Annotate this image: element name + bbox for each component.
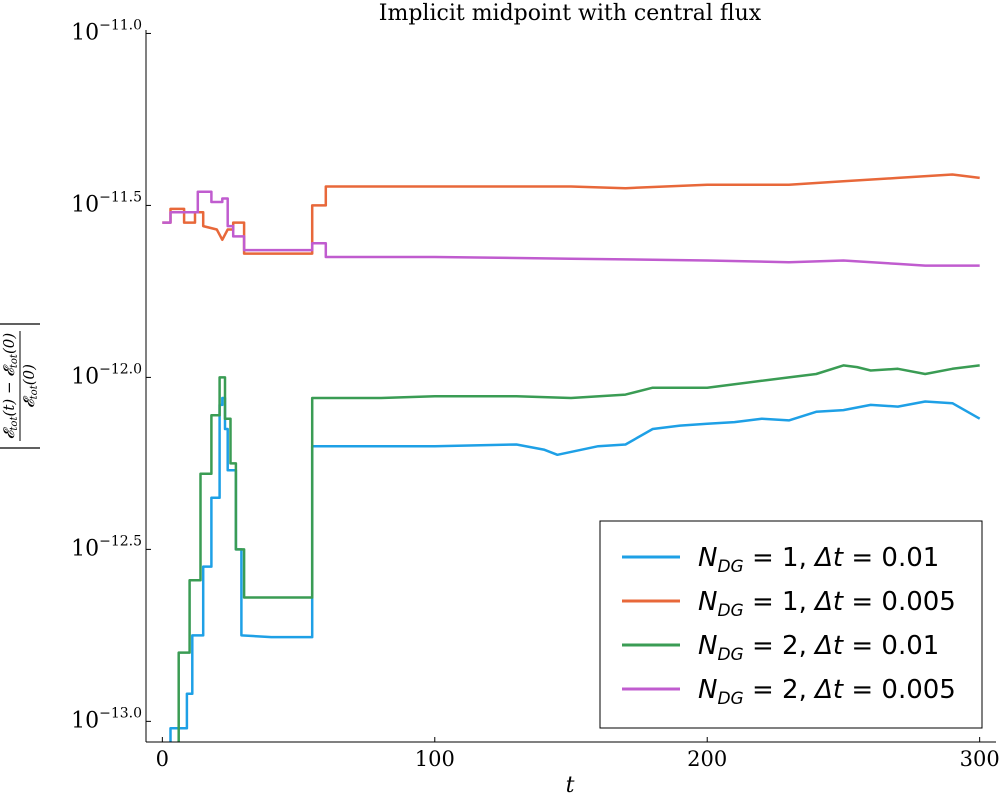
series-line-4 — [162, 190, 980, 267]
legend-label-3: NDG = 2, Δt = 0.01 — [698, 631, 939, 665]
legend-label-2: NDG = 1, Δt = 0.005 — [698, 587, 956, 621]
series-line-3 — [177, 364, 980, 742]
chart-title: Implicit midpoint with central flux — [379, 1, 762, 26]
x-ticks: 0 100 200 300 — [156, 737, 1000, 771]
series-line-2 — [162, 173, 980, 255]
y-axis-label-denominator: 𝓔tot(0) — [20, 364, 40, 408]
legend-label-1: NDG = 1, Δt = 0.01 — [698, 543, 939, 577]
y-axis-label: 𝓔tot(t) − 𝓔tot(0) 𝓔tot(0) — [0, 323, 40, 449]
x-tick-label: 300 — [960, 747, 1000, 771]
y-tick-label: 10−11.0 — [71, 17, 142, 45]
x-tick-label: 0 — [156, 747, 169, 771]
x-tick-label: 200 — [687, 747, 727, 771]
legend: NDG = 1, Δt = 0.01 NDG = 1, Δt = 0.005 NDG… — [599, 520, 983, 729]
legend-label-4: NDG = 2, Δt = 0.005 — [698, 675, 956, 709]
x-tick-label: 100 — [415, 747, 455, 771]
y-axis-label-numerator: 𝓔tot(t) − 𝓔tot(0) — [0, 333, 20, 440]
x-axis-label: t — [566, 773, 575, 798]
plot-area — [162, 173, 981, 742]
y-tick-label: 10−11.5 — [71, 189, 142, 217]
y-ticks: 10−13.0 10−12.5 10−12.0 10−11.5 10−11.0 — [71, 17, 151, 733]
y-tick-label: 10−13.0 — [71, 705, 142, 733]
y-tick-label: 10−12.0 — [71, 361, 142, 389]
y-tick-label: 10−12.5 — [71, 533, 142, 561]
series-line-1 — [169, 396, 981, 742]
